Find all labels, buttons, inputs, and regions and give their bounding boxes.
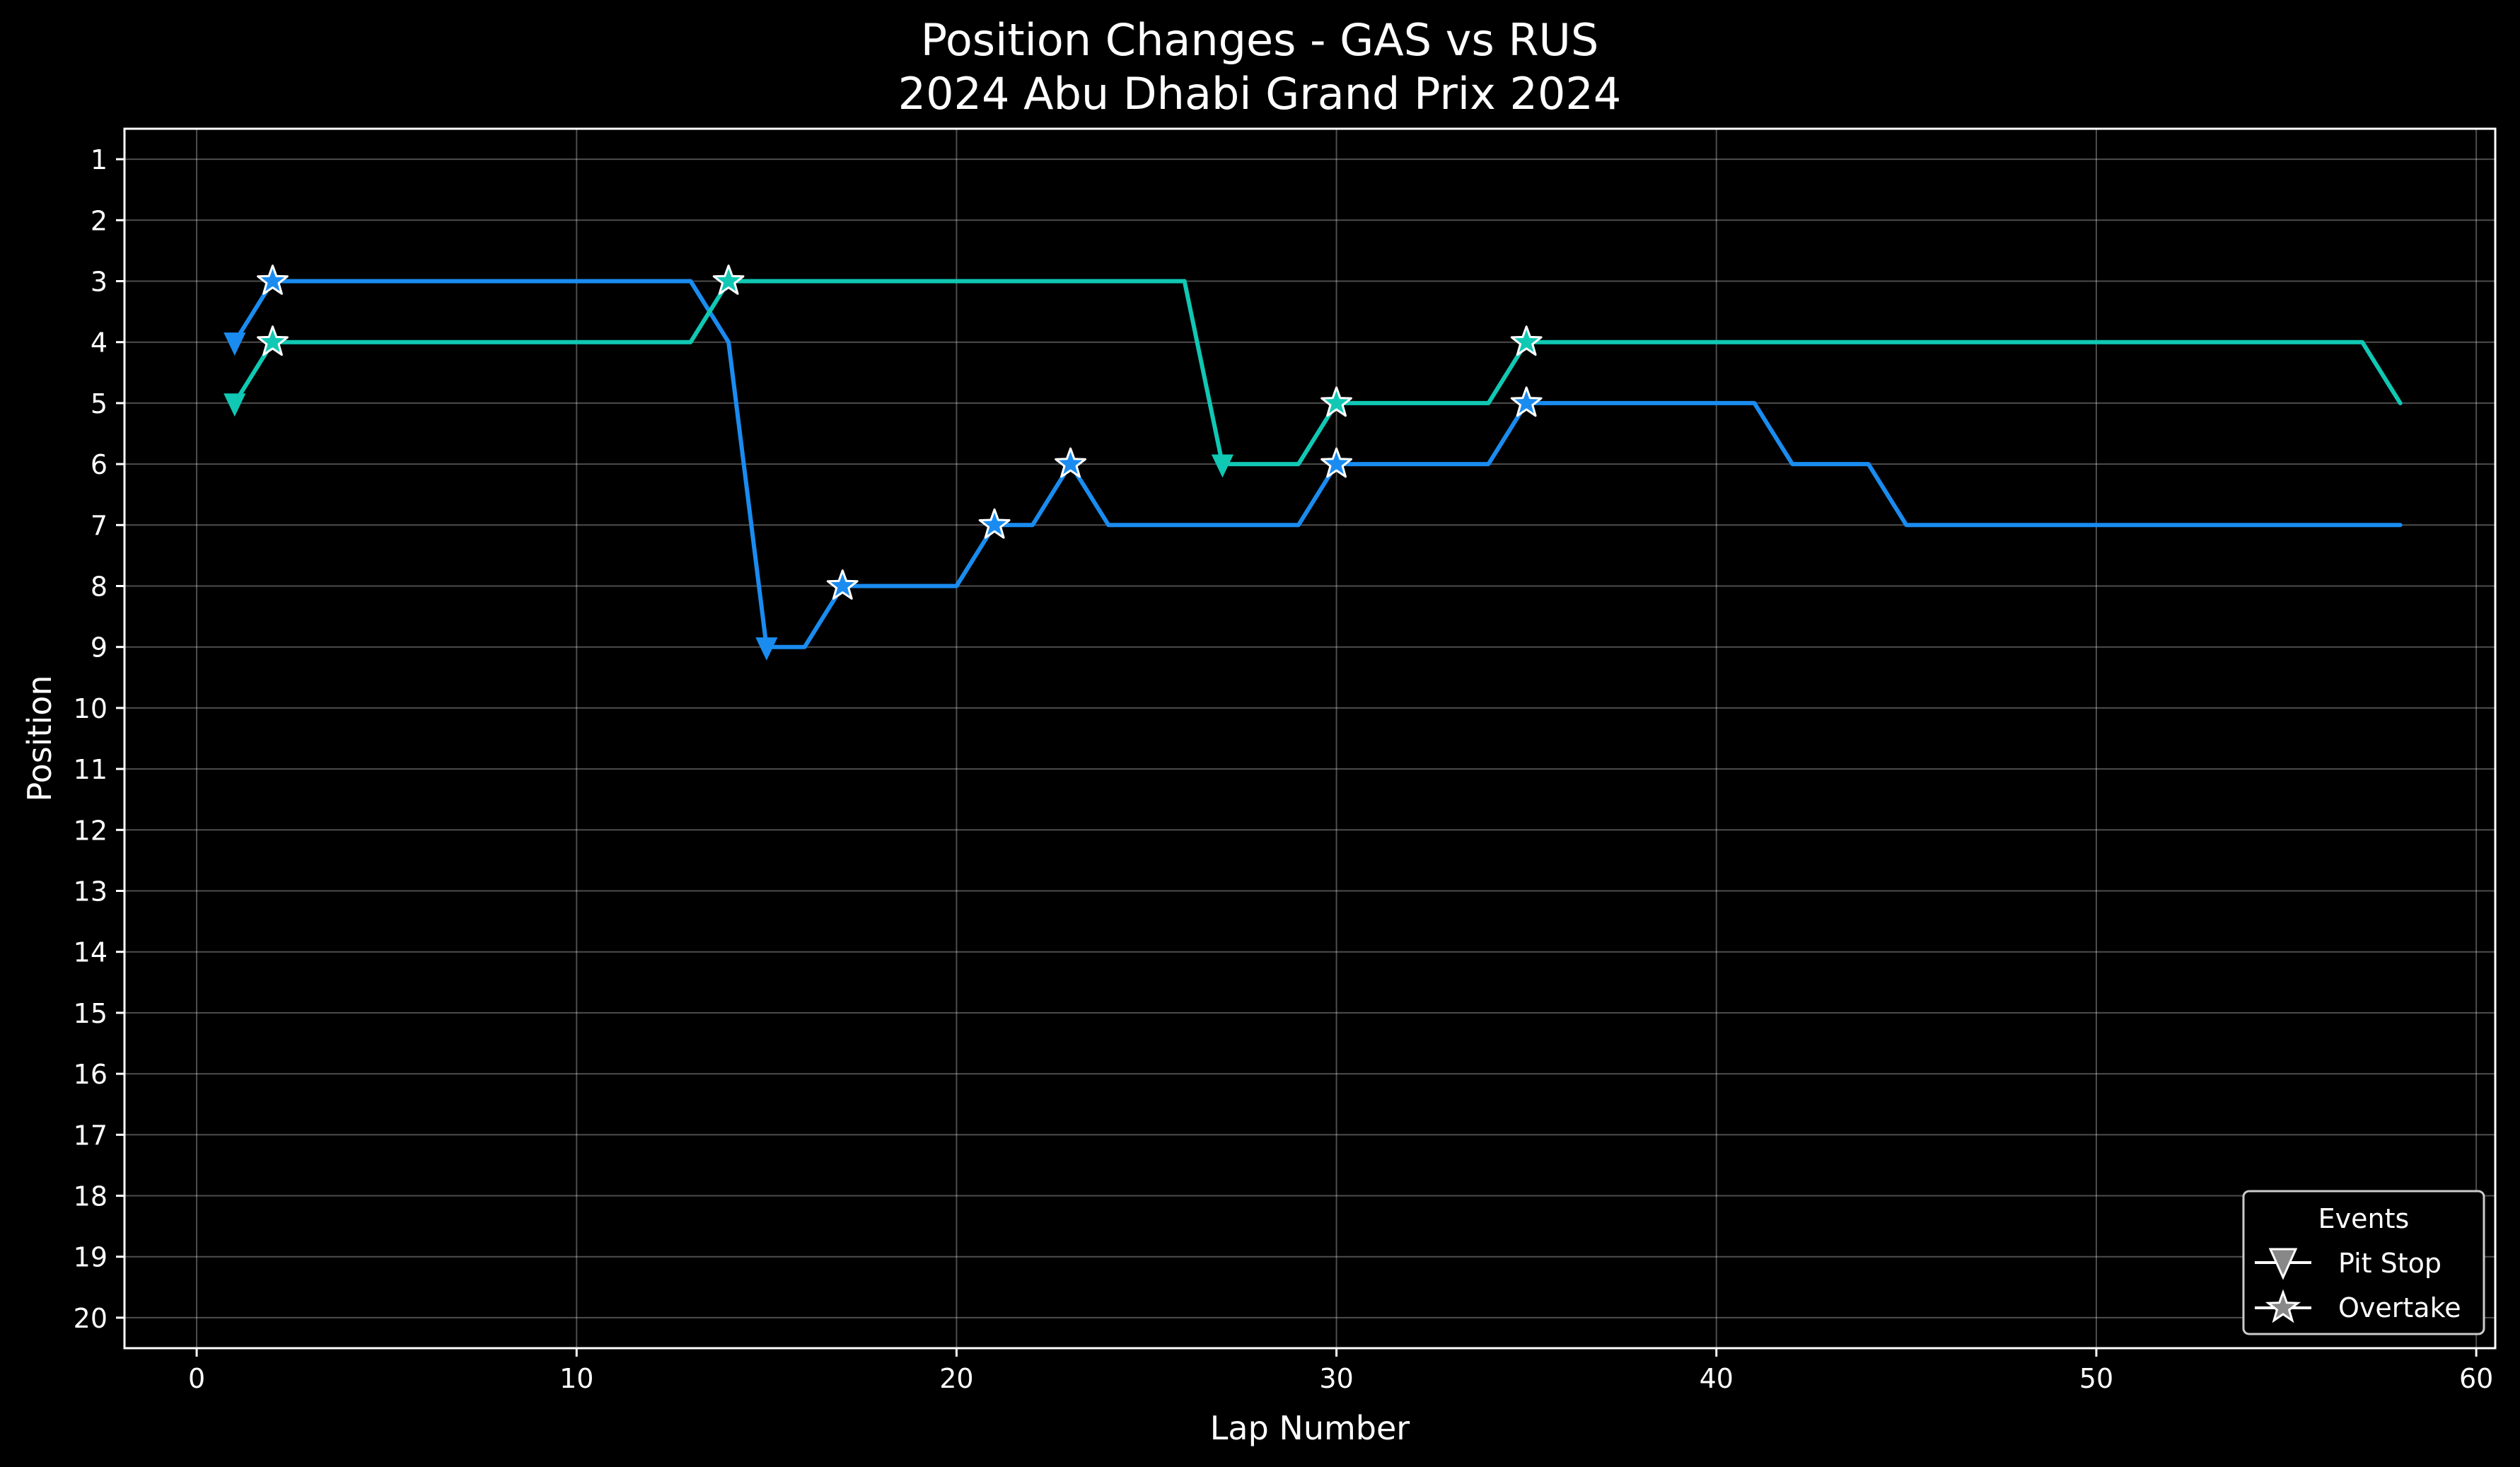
y-tick-label: 2 <box>91 205 108 236</box>
y-tick-label: 20 <box>74 1303 108 1334</box>
chart-subtitle: 2024 Abu Dhabi Grand Prix 2024 <box>898 68 1622 120</box>
chart-title: Position Changes - GAS vs RUS <box>921 14 1599 66</box>
y-tick-label: 5 <box>91 388 108 419</box>
y-tick-label: 10 <box>74 693 108 724</box>
overtake-marker <box>1055 447 1086 478</box>
series-layer <box>232 279 2403 649</box>
legend-overtake-label: Overtake <box>2338 1292 2461 1323</box>
legend-pit-stop-label: Pit Stop <box>2338 1248 2441 1279</box>
x-tick-label: 10 <box>559 1363 593 1394</box>
pit-stop-marker <box>223 393 246 417</box>
overtake-marker <box>712 265 745 295</box>
y-axis-label: Position <box>21 675 59 801</box>
legend-overtake-star-icon <box>2265 1289 2301 1323</box>
x-tick-label: 30 <box>1319 1363 1353 1394</box>
y-tick-label: 13 <box>74 876 108 908</box>
plot-frame <box>123 127 2497 1350</box>
overtake-marker <box>1510 386 1543 417</box>
legend-title: Events <box>2318 1203 2410 1234</box>
y-tick-label: 3 <box>91 267 108 298</box>
overtake-marker <box>1320 447 1352 478</box>
overtake-marker <box>1320 386 1352 417</box>
x-axis-ticks: 0 10 20 30 40 50 60 <box>188 1348 2493 1394</box>
y-tick-label: 14 <box>74 937 108 968</box>
y-tick-label: 15 <box>74 998 108 1029</box>
event-markers <box>223 265 1543 661</box>
x-tick-label: 40 <box>1700 1363 1734 1394</box>
y-tick-label: 4 <box>91 327 108 359</box>
y-tick-label: 7 <box>91 510 108 541</box>
overtake-marker <box>826 569 859 600</box>
pit-stop-marker <box>755 637 778 661</box>
y-tick-label: 11 <box>74 754 108 785</box>
overtake-marker <box>257 265 289 295</box>
series-line-1 <box>232 279 2403 649</box>
y-tick-label: 1 <box>91 144 108 175</box>
pit-stop-marker <box>1211 454 1234 478</box>
x-tick-label: 50 <box>2079 1363 2113 1394</box>
x-tick-label: 0 <box>188 1363 205 1394</box>
x-tick-label: 20 <box>939 1363 973 1394</box>
pit-stop-marker <box>223 332 246 356</box>
y-tick-label: 16 <box>74 1059 108 1090</box>
legend-pit-stop-icon <box>2268 1248 2298 1280</box>
overtake-marker <box>978 508 1011 539</box>
x-axis-label: Lap Number <box>1210 1409 1410 1447</box>
series-line-2 <box>232 279 2403 467</box>
y-tick-label: 6 <box>91 449 108 480</box>
y-tick-label: 9 <box>91 632 108 663</box>
y-tick-label: 19 <box>74 1242 108 1273</box>
legend: Events Pit Stop Overtake <box>2242 1190 2485 1335</box>
overtake-marker <box>257 325 289 356</box>
y-tick-label: 8 <box>91 572 108 603</box>
y-tick-label: 12 <box>74 815 108 846</box>
legend-box <box>2242 1190 2485 1335</box>
x-tick-label: 60 <box>2459 1363 2493 1394</box>
y-tick-label: 18 <box>74 1181 108 1212</box>
y-tick-label: 17 <box>74 1120 108 1151</box>
overtake-marker <box>1510 325 1543 356</box>
